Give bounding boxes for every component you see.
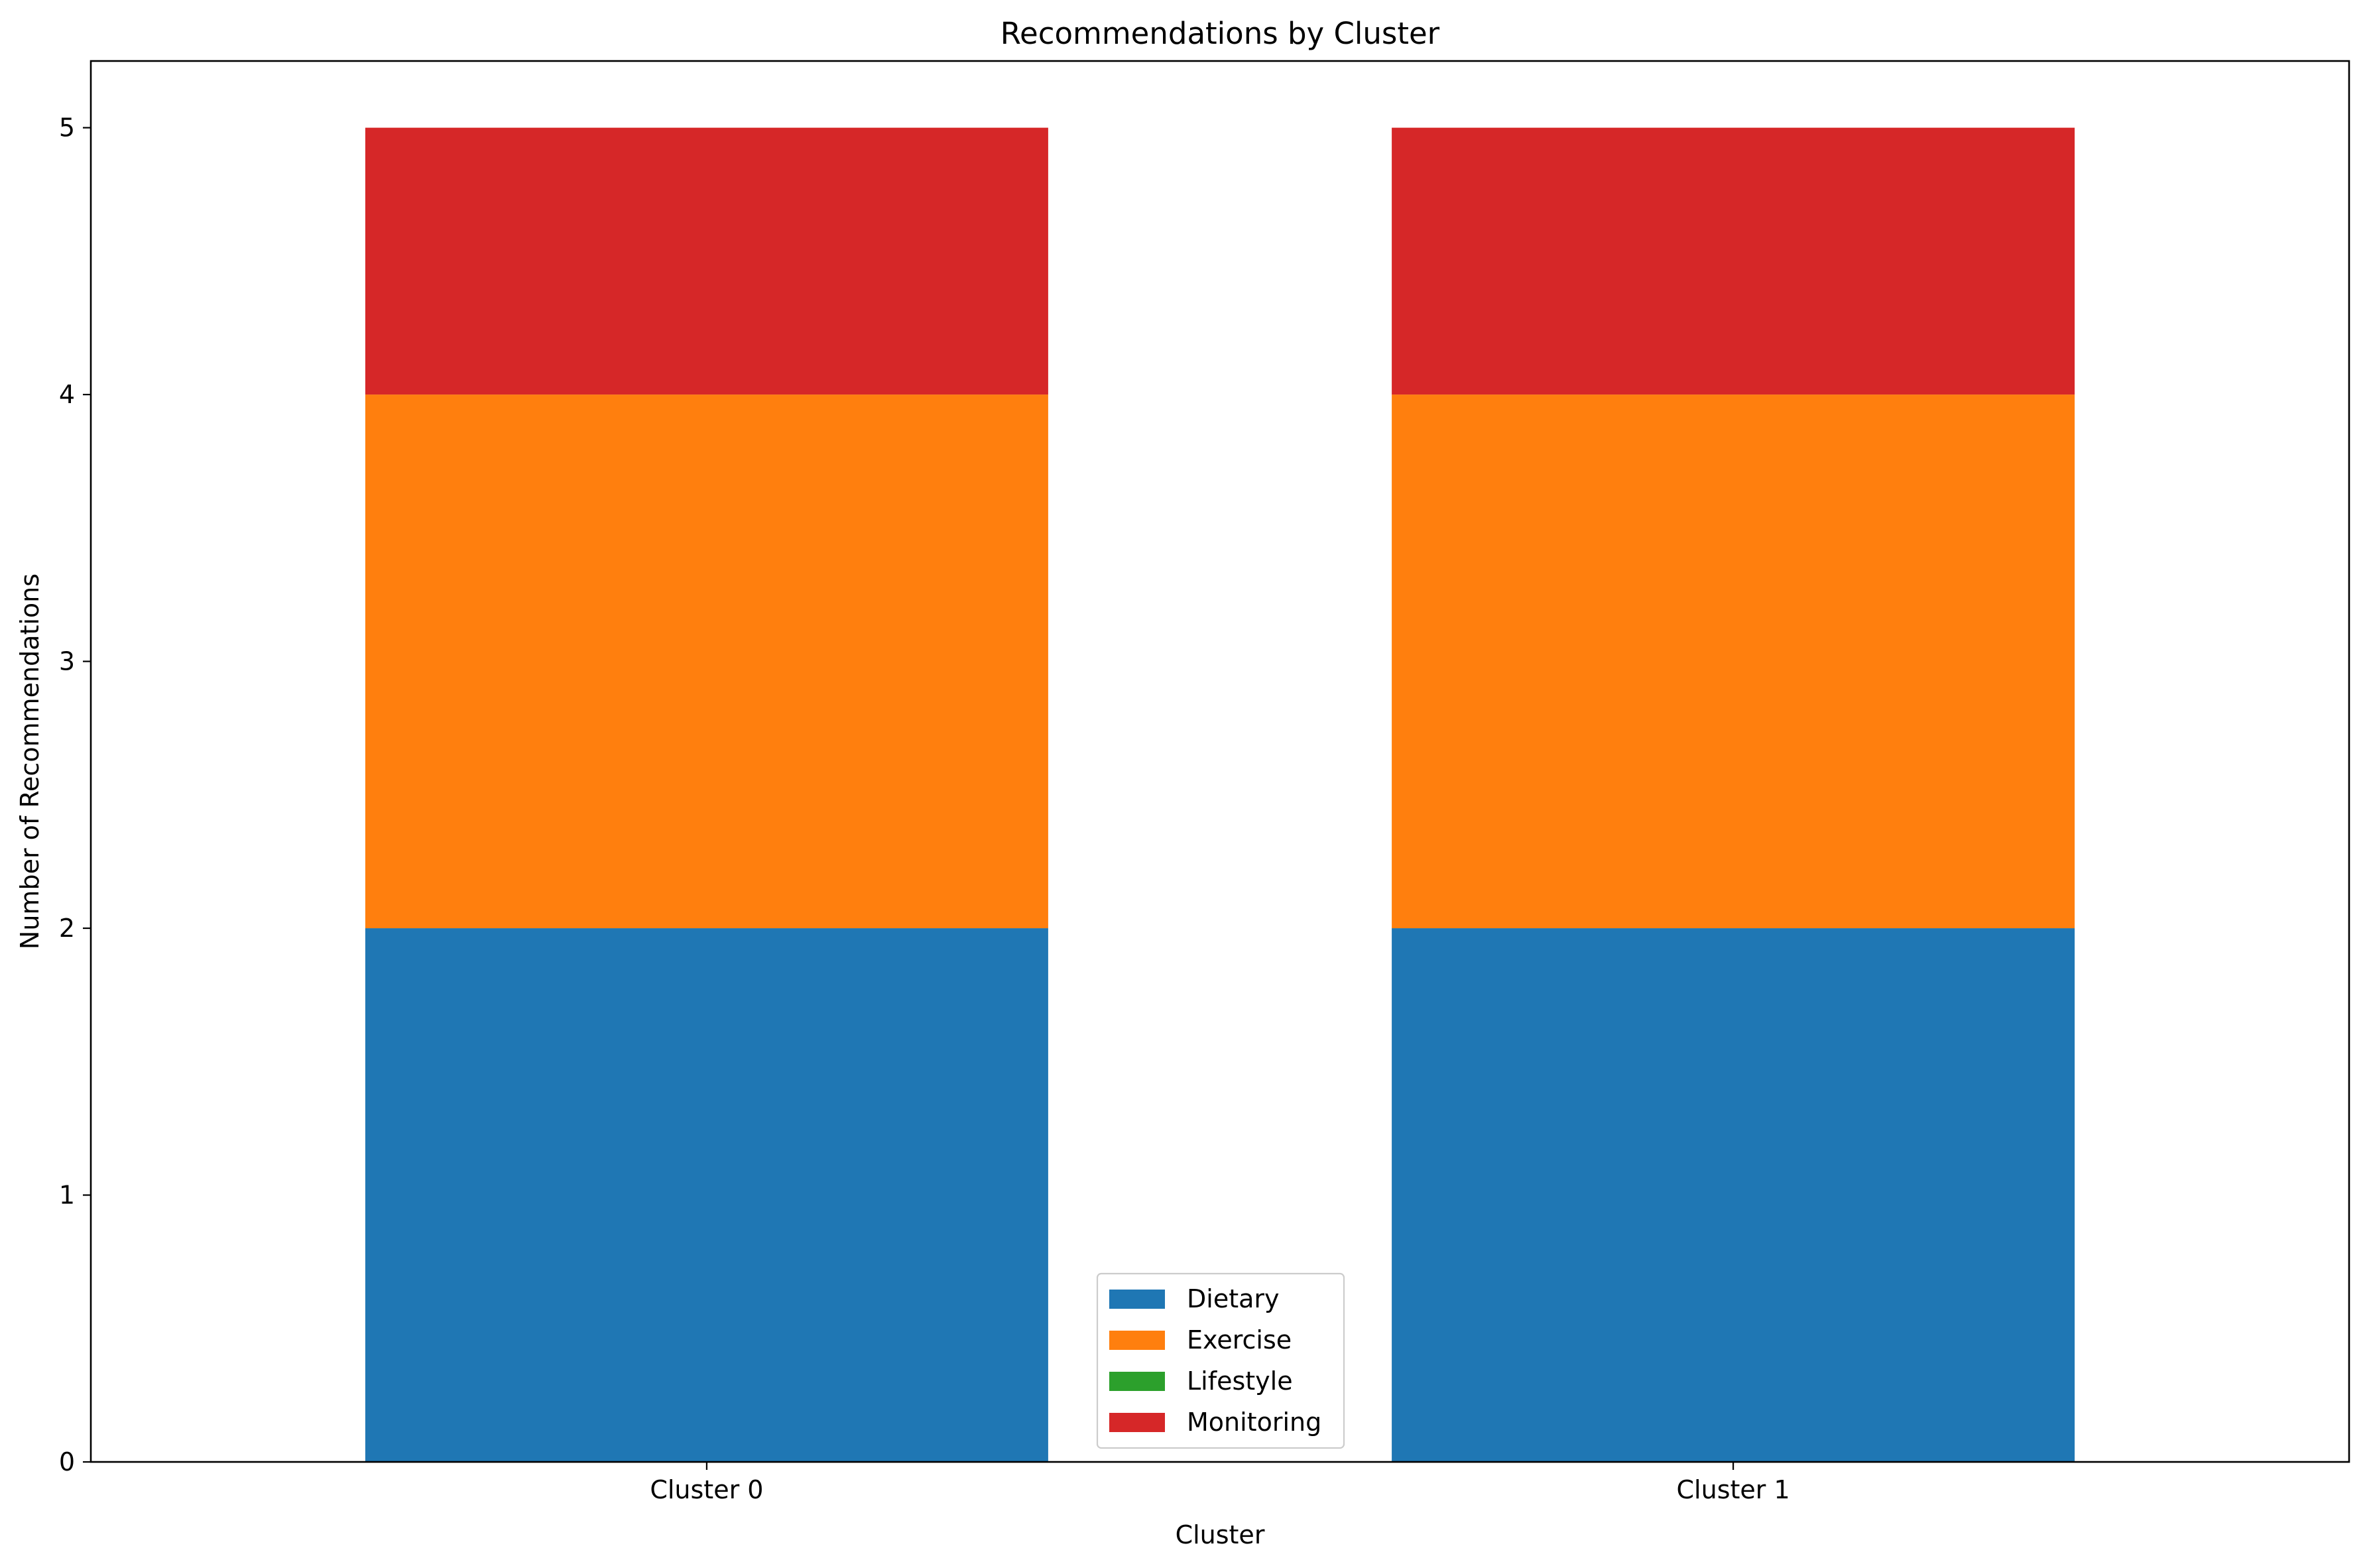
chart-title: Recommendations by Cluster: [1001, 16, 1440, 51]
legend-box: [1096, 1272, 1345, 1449]
legend-swatch-dietary: [1109, 1290, 1165, 1309]
legend-swatch-lifestyle: [1109, 1372, 1165, 1391]
legend-swatch-exercise: [1109, 1331, 1165, 1350]
y-axis-label: Number of Recommendations: [15, 573, 44, 949]
bar-exercise-1: [1392, 394, 2075, 929]
legend: Dietary Exercise Lifestyle Monitoring: [1096, 1272, 1345, 1449]
bar-monitoring-1: [1392, 127, 2075, 395]
legend-label-monitoring: Monitoring: [1187, 1408, 1321, 1437]
legend-swatch-monitoring: [1109, 1413, 1165, 1432]
y-tick-label-1: 1: [59, 1181, 75, 1210]
y-tick-label-4: 4: [59, 380, 75, 409]
legend-label-dietary: Dietary: [1187, 1284, 1280, 1313]
x-axis-label: Cluster: [1176, 1520, 1265, 1549]
plot-frame: [90, 60, 2350, 1463]
legend-label-lifestyle: Lifestyle: [1187, 1366, 1293, 1396]
y-tick-label-2: 2: [59, 914, 75, 943]
bar-dietary-0: [365, 928, 1048, 1462]
x-tick-label-0: Cluster 0: [650, 1475, 763, 1504]
bar-dietary-1: [1392, 928, 2075, 1462]
y-tick-label-5: 5: [59, 113, 75, 143]
y-tick-label-0: 0: [59, 1447, 75, 1477]
x-tick-label-1: Cluster 1: [1677, 1475, 1790, 1504]
bar-exercise-0: [365, 394, 1048, 929]
axis-ticks: 0 1 2 3 4 5 Cluster 0 Cluster 1: [59, 113, 1790, 1504]
legend-label-exercise: Exercise: [1187, 1325, 1292, 1355]
y-tick-label-3: 3: [59, 647, 75, 676]
bar-group: [365, 127, 2075, 1462]
bar-monitoring-0: [365, 127, 1048, 395]
